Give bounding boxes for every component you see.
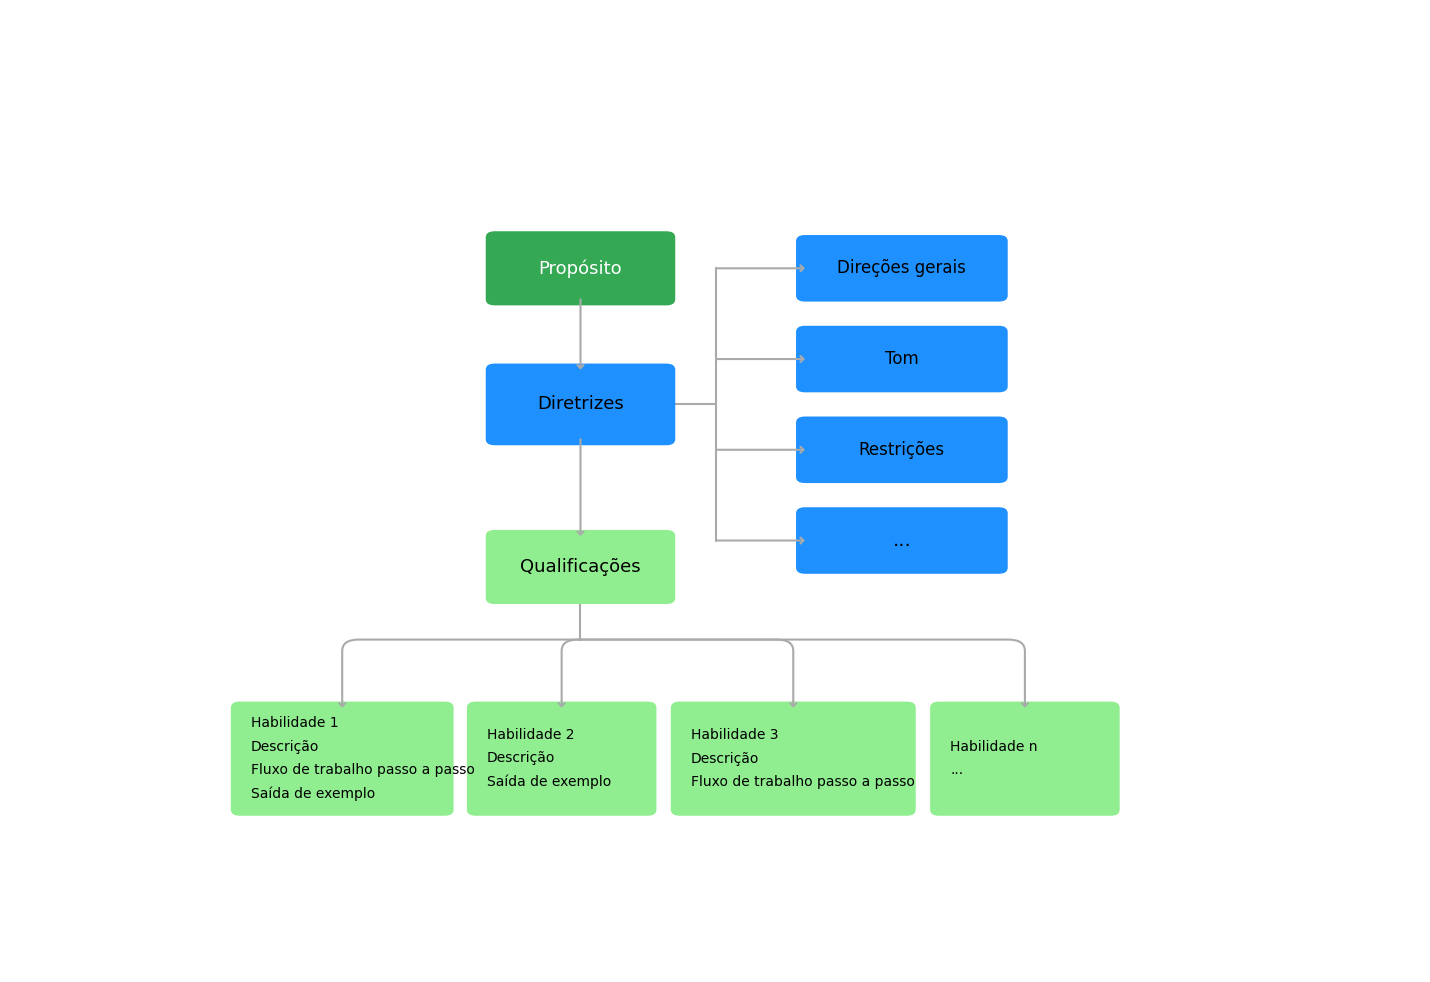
FancyBboxPatch shape — [486, 363, 675, 445]
Text: Tom: Tom — [885, 350, 918, 368]
Text: Habilidade n
...: Habilidade n ... — [950, 740, 1038, 778]
Text: Restrições: Restrições — [859, 441, 945, 459]
Text: Direções gerais: Direções gerais — [838, 259, 967, 277]
FancyBboxPatch shape — [930, 701, 1120, 816]
FancyBboxPatch shape — [486, 530, 675, 604]
Text: Habilidade 2
Descrição
Saída de exemplo: Habilidade 2 Descrição Saída de exemplo — [486, 728, 611, 790]
FancyBboxPatch shape — [797, 326, 1008, 393]
Text: Habilidade 1
Descrição
Fluxo de trabalho passo a passo
Saída de exemplo: Habilidade 1 Descrição Fluxo de trabalho… — [250, 716, 475, 801]
Text: Qualificações: Qualificações — [521, 558, 641, 576]
FancyBboxPatch shape — [671, 701, 915, 816]
FancyBboxPatch shape — [797, 416, 1008, 483]
Text: Diretrizes: Diretrizes — [538, 396, 623, 413]
FancyBboxPatch shape — [466, 701, 656, 816]
FancyBboxPatch shape — [230, 701, 453, 816]
FancyBboxPatch shape — [797, 508, 1008, 573]
FancyBboxPatch shape — [486, 232, 675, 305]
FancyBboxPatch shape — [797, 235, 1008, 301]
Text: Propósito: Propósito — [539, 259, 622, 278]
Text: ...: ... — [892, 531, 911, 550]
Text: Habilidade 3
Descrição
Fluxo de trabalho passo a passo: Habilidade 3 Descrição Fluxo de trabalho… — [691, 729, 915, 789]
